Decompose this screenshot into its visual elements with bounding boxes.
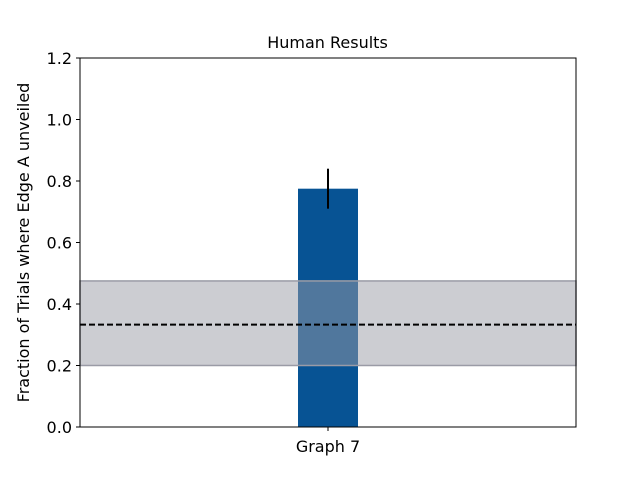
x-axis: Graph 7: [296, 427, 360, 456]
y-axis-label: Fraction of Trials where Edge A unveiled: [14, 83, 33, 403]
x-tick-label-0: Graph 7: [296, 437, 360, 456]
y-tick-label-3: 0.6: [47, 234, 72, 253]
y-tick-label-2: 0.4: [47, 295, 72, 314]
y-tick-label-5: 1.0: [47, 111, 72, 130]
y-tick-label-1: 0.2: [47, 357, 72, 376]
y-tick-label-6: 1.2: [47, 49, 72, 68]
y-axis: 0.0 0.2 0.4 0.6 0.8 1.0 1.2: [47, 49, 80, 437]
y-tick-label-4: 0.8: [47, 172, 72, 191]
reference-band: [79, 280, 577, 367]
chart-title: Human Results: [267, 33, 388, 52]
plot-area: [79, 168, 577, 427]
y-tick-label-0: 0.0: [47, 418, 72, 437]
